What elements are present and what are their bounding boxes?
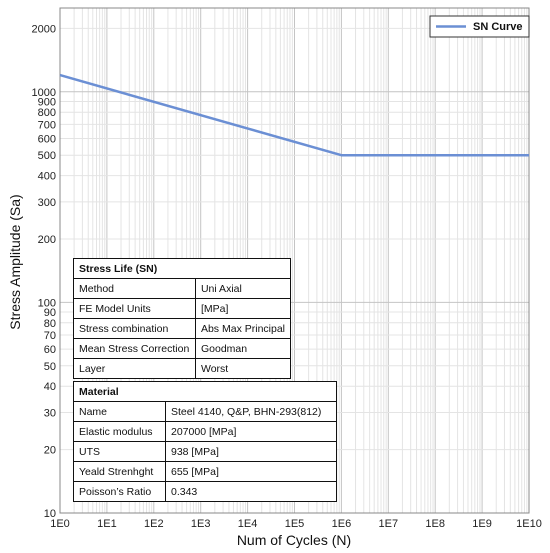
row-label: Layer — [73, 358, 196, 379]
row-label: Poisson’s Ratio — [73, 481, 166, 502]
x-tick-label: 1E2 — [144, 518, 164, 530]
row-label: Mean Stress Correction — [73, 338, 196, 359]
stress-life-title: Stress Life (SN) — [73, 258, 291, 279]
table-row: Stress combination Abs Max Principal — [73, 318, 292, 339]
table-row: Name Steel 4140, Q&P, BHN-293(812) — [73, 401, 337, 422]
y-tick-label: 700 — [38, 119, 56, 131]
row-label: Stress combination — [73, 318, 196, 339]
row-value: Abs Max Principal — [194, 318, 292, 339]
table-row: Layer Worst — [73, 358, 292, 379]
table-row: FE Model Units [MPa] — [73, 298, 292, 319]
x-tick-label: 1E7 — [379, 518, 399, 530]
row-value: Uni Axial — [194, 278, 292, 299]
y-tick-label: 800 — [38, 107, 56, 119]
x-tick-label: 1E3 — [191, 518, 211, 530]
sn-curve-line — [59, 73, 529, 157]
y-tick-label: 90 — [44, 307, 56, 319]
legend-box — [429, 15, 530, 38]
y-tick-label: 500 — [38, 150, 56, 162]
stress-life-title-row: Stress Life (SN) — [73, 258, 291, 279]
row-label: Method — [73, 278, 196, 299]
y-tick-label: 20 — [44, 445, 56, 457]
y-tick-label: 200 — [38, 234, 56, 246]
y-tick-label: 100 — [38, 297, 56, 309]
plot-border — [59, 7, 530, 514]
stress-life-table: Stress Life (SN) Method Uni Axial FE Mod… — [73, 258, 292, 379]
table-row: Elastic modulus 207000 [MPa] — [73, 421, 337, 442]
y-tick-label: 40 — [44, 381, 56, 393]
row-value: 0.343 — [165, 481, 337, 502]
material-title-row: Material — [73, 381, 337, 402]
y-tick-label: 300 — [38, 197, 56, 209]
legend: SN Curve — [429, 15, 530, 38]
x-tick-label: 1E8 — [425, 518, 445, 530]
y-tick-label: 600 — [38, 134, 56, 146]
y-tick-label: 60 — [44, 344, 56, 356]
row-value: 207000 [MPa] — [165, 421, 337, 442]
x-tick-label: 1E0 — [50, 518, 70, 530]
x-tick-label: 1E5 — [285, 518, 305, 530]
y-tick-label: 50 — [44, 361, 56, 373]
x-tick-label: 1E9 — [472, 518, 492, 530]
row-value: [MPa] — [194, 298, 292, 319]
table-row: Method Uni Axial — [73, 278, 292, 299]
x-axis-title: Num of Cycles (N) — [237, 532, 351, 548]
row-value: 938 [MPa] — [165, 441, 337, 462]
y-tick-label: 900 — [38, 96, 56, 108]
row-label: UTS — [73, 441, 166, 462]
y-tick-label: 400 — [38, 171, 56, 183]
table-row: Poisson’s Ratio 0.343 — [73, 481, 337, 502]
series-group — [59, 73, 529, 157]
y-tick-label: 1000 — [32, 87, 56, 99]
table-row: UTS 938 [MPa] — [73, 441, 337, 462]
legend-label: SN Curve — [473, 21, 523, 33]
material-title: Material — [73, 381, 337, 402]
row-value: Steel 4140, Q&P, BHN-293(812) — [165, 401, 337, 422]
table-row: Yeald Strenhght 655 [MPa] — [73, 461, 337, 482]
x-tick-label: 1E4 — [238, 518, 258, 530]
y-tick-label: 2000 — [32, 23, 56, 35]
y-tick-label: 30 — [44, 408, 56, 420]
y-tick-label: 10 — [44, 508, 56, 520]
row-label: Name — [73, 401, 166, 422]
y-tick-label: 70 — [44, 330, 56, 342]
row-label: Yeald Strenhght — [73, 461, 166, 482]
x-tick-label: 1E6 — [332, 518, 352, 530]
x-tick-label: 1E10 — [516, 518, 542, 530]
row-value: Worst — [194, 358, 292, 379]
row-value: 655 [MPa] — [165, 461, 337, 482]
row-value: Goodman — [194, 338, 292, 359]
x-tick-labels: 1E0 1E1 1E2 1E3 1E4 1E5 1E6 1E7 1E8 1E9 1E10 — [50, 518, 542, 530]
x-tick-label: 1E1 — [97, 518, 117, 530]
material-table: Material Name Steel 4140, Q&P, BHN-293(8… — [73, 381, 337, 502]
row-label: Elastic modulus — [73, 421, 166, 442]
y-tick-label: 80 — [44, 318, 56, 330]
table-row: Mean Stress Correction Goodman — [73, 338, 292, 359]
y-axis-title: Stress Amplitude (Sa) — [7, 194, 23, 329]
row-label: FE Model Units — [73, 298, 196, 319]
